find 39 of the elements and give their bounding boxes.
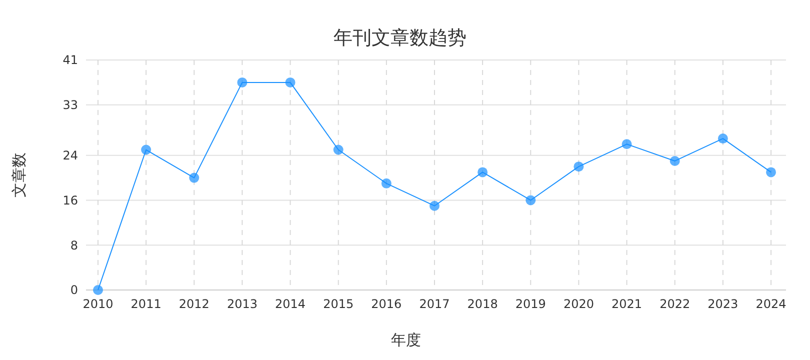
y-tick-label: 24 [62, 148, 78, 163]
point [718, 134, 728, 144]
x-tick-label: 2013 [226, 297, 258, 311]
y-tick-label: 33 [62, 98, 78, 112]
x-tick-label: 2024 [756, 297, 786, 311]
chart-title: 年刊文章数趋势 [334, 27, 466, 49]
x-tick-label: 2016 [371, 297, 402, 311]
x-axis-title: 年度 [391, 331, 421, 349]
x-tick-label: 2015 [323, 297, 354, 311]
x-tick-label: 2017 [419, 297, 450, 311]
point [766, 167, 776, 178]
x-tick-label: 2014 [275, 297, 306, 311]
x-tick-label: 2020 [563, 297, 594, 311]
point [237, 77, 248, 88]
x-tick-label: 2010 [82, 297, 114, 311]
point [333, 144, 344, 155]
y-tick-label: 0 [70, 283, 78, 298]
y-axis-title: 文章数 [10, 152, 28, 198]
point [189, 172, 200, 183]
point [526, 195, 536, 206]
y-tick-label: 41 [62, 53, 78, 68]
point [93, 285, 103, 295]
x-tick-label: 2019 [515, 297, 546, 311]
point [381, 178, 392, 188]
point [622, 139, 632, 150]
point [670, 156, 680, 166]
x-tick-label: 2022 [660, 297, 690, 311]
x-tick-label: 2012 [178, 297, 210, 311]
x-tick-label: 2021 [612, 297, 642, 311]
y-tick-label: 8 [70, 238, 78, 252]
point [141, 144, 152, 155]
y-tick-label: 16 [62, 193, 78, 208]
x-tick-label: 2023 [708, 297, 738, 311]
x-tick-label: 2018 [467, 297, 498, 311]
point [430, 200, 440, 211]
point [574, 162, 584, 172]
point [478, 167, 488, 178]
x-tick-label: 2011 [130, 297, 162, 311]
point [285, 77, 296, 88]
